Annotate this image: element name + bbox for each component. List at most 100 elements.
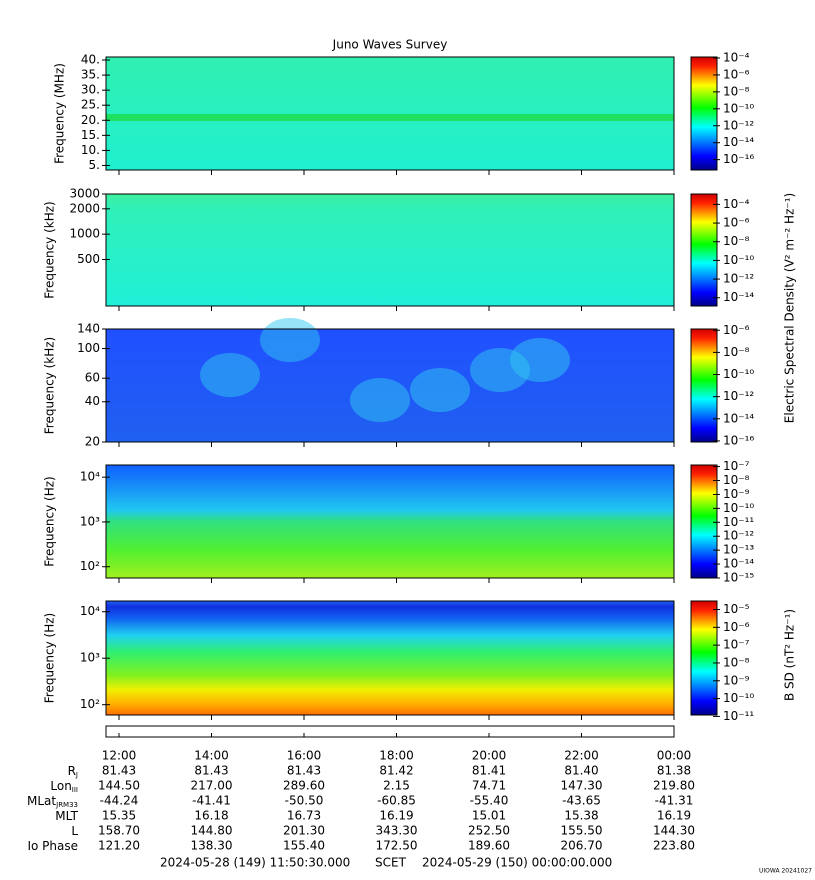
panel-frame <box>105 193 675 307</box>
y-tick-label: 10⁴ <box>80 470 100 484</box>
ephemeris-value: 81.41 <box>472 764 506 778</box>
ephemeris-value: 16.18 <box>194 809 228 823</box>
y-tick-label: 35. <box>81 68 100 82</box>
colorbar-tick-label: 10⁻⁸ <box>723 345 750 359</box>
ephemeris-value: 81.43 <box>194 764 228 778</box>
colorbar-tick-label: 10⁻¹⁴ <box>723 135 754 149</box>
ephemeris-value: 189.60 <box>468 839 510 853</box>
colorbar-tick-label: 10⁻¹³ <box>723 543 754 557</box>
ephemeris-value: 155.50 <box>561 824 603 838</box>
colorbar-tick-label: 10⁻⁸ <box>723 473 750 487</box>
end-time: 2024-05-29 (150) 00:00:00.000 <box>422 856 612 870</box>
ephemeris-label-text: Io Phase <box>27 839 78 853</box>
x-tick-label: 20:00 <box>472 749 507 763</box>
colorbar-tick-label: 10⁻⁶ <box>723 67 750 81</box>
y-tick-label: 20. <box>81 113 100 127</box>
ephemeris-value: 16.73 <box>287 809 321 823</box>
spectrogram <box>106 601 674 715</box>
spectrogram <box>106 465 674 578</box>
ephemeris-value: 2.15 <box>383 779 410 793</box>
colorbar-tick-label: 10⁻⁶ <box>723 323 750 337</box>
colorbar-tick-label: 10⁻¹⁴ <box>723 557 754 571</box>
emission-patch <box>260 318 320 362</box>
ephemeris-label-text: L <box>71 824 78 838</box>
y-tick-label: 3000 <box>69 187 100 201</box>
y-tick-label: 10³ <box>80 651 100 665</box>
colorbar-tick-label: 10⁻¹² <box>723 529 754 543</box>
y-axis-label: Frequency (kHz) <box>43 201 57 298</box>
y-tick-label: 5. <box>89 158 100 172</box>
ephemeris-value: 343.30 <box>376 824 418 838</box>
ephemeris-label-text: MLat <box>27 794 56 808</box>
colorbar-tick-label: 10⁻⁸ <box>723 84 750 98</box>
ephemeris-label-text: MLT <box>55 809 78 823</box>
y-tick-label: 30. <box>81 83 100 97</box>
colorbar-tick-label: 10⁻⁹ <box>723 487 750 501</box>
colorbar-label: Electric Spectral Density (V² m⁻² Hz⁻¹) <box>783 193 797 423</box>
colorbar-tick-label: 10⁻¹⁵ <box>723 571 754 585</box>
y-tick-label: 10³ <box>80 514 100 528</box>
ephemeris-label-sub: JRM33 <box>55 801 78 809</box>
y-tick-label: 60 <box>85 371 100 385</box>
colorbar <box>690 56 718 171</box>
y-tick-label: 100 <box>77 341 100 355</box>
ephemeris-value: 16.19 <box>657 809 691 823</box>
y-axis-label: Frequency (MHz) <box>53 63 67 164</box>
ephemeris-value: 172.50 <box>376 839 418 853</box>
ephemeris-value: 144.30 <box>653 824 695 838</box>
ephemeris-value: 15.38 <box>564 809 598 823</box>
ephemeris-label: Io Phase <box>27 839 78 853</box>
y-tick-label: 40. <box>81 53 100 67</box>
y-tick-label: 15. <box>81 128 100 142</box>
ephemeris-value: 81.43 <box>102 764 136 778</box>
spectrogram <box>106 194 674 306</box>
ephemeris-value: 252.50 <box>468 824 510 838</box>
colorbar-tick-label: 10⁻¹⁰ <box>723 253 754 267</box>
ephemeris-value: 206.70 <box>561 839 603 853</box>
spectrogram <box>106 57 674 170</box>
y-tick-label: 10⁴ <box>80 604 100 618</box>
colorbar-tick-label: 10⁻¹² <box>723 272 754 286</box>
ephemeris-value: 289.60 <box>283 779 325 793</box>
ephemeris-value: 144.50 <box>98 779 140 793</box>
panel-frame <box>105 56 675 171</box>
ephemeris-label-text: R <box>68 764 76 778</box>
colorbar-tick-label: 10⁻¹⁰ <box>723 367 754 381</box>
colorbar-tick-label: 10⁻¹⁰ <box>723 691 754 705</box>
ephemeris-value: 74.71 <box>472 779 506 793</box>
ephemeris-value: -43.65 <box>562 794 601 808</box>
colorbar-tick-label: 10⁻¹⁶ <box>723 433 754 447</box>
colorbar <box>690 193 718 307</box>
colorbar-tick-label: 10⁻¹² <box>723 118 754 132</box>
colorbar-tick-label: 10⁻⁶ <box>723 216 750 230</box>
y-axis-label: Frequency (Hz) <box>43 476 57 567</box>
colorbar-label: B SD (nT² Hz⁻¹) <box>783 609 797 701</box>
time-system: SCET <box>375 856 407 870</box>
ephemeris-value: 81.38 <box>657 764 691 778</box>
y-tick-label: 500 <box>77 252 100 266</box>
y-tick-label: 10² <box>80 559 100 573</box>
x-tick-label: 00:00 <box>657 749 692 763</box>
ephemeris-label-text: Lon <box>50 779 71 793</box>
colorbar-tick-label: 10⁻⁷ <box>723 638 750 652</box>
ephemeris-label-sub: J <box>75 771 78 779</box>
ephemeris-value: 147.30 <box>561 779 603 793</box>
colorbar-tick-label: 10⁻¹¹ <box>723 515 754 529</box>
colorbar-tick-label: 10⁻⁴ <box>723 197 750 211</box>
ephemeris-label: RJ <box>68 764 78 780</box>
colorbar <box>690 328 718 443</box>
ephemeris-value: 158.70 <box>98 824 140 838</box>
colorbar-tick-label: 10⁻⁸ <box>723 655 750 669</box>
ephemeris-value: 81.43 <box>287 764 321 778</box>
credit: UIOWA 20241027 <box>759 868 812 875</box>
ephemeris-label: MLT <box>55 809 78 823</box>
ephemeris-value: 81.42 <box>379 764 413 778</box>
colorbar-tick-label: 10⁻¹² <box>723 389 754 403</box>
y-tick-label: 20 <box>85 435 100 449</box>
emission-patch <box>510 338 570 382</box>
x-tick-label: 22:00 <box>564 749 599 763</box>
ephemeris-label: LonIII <box>50 779 78 795</box>
colorbar-tick-label: 10⁻¹¹ <box>723 709 754 723</box>
start-time: 2024-05-28 (149) 11:50:30.000 <box>160 856 350 870</box>
y-tick-label: 40 <box>85 394 100 408</box>
